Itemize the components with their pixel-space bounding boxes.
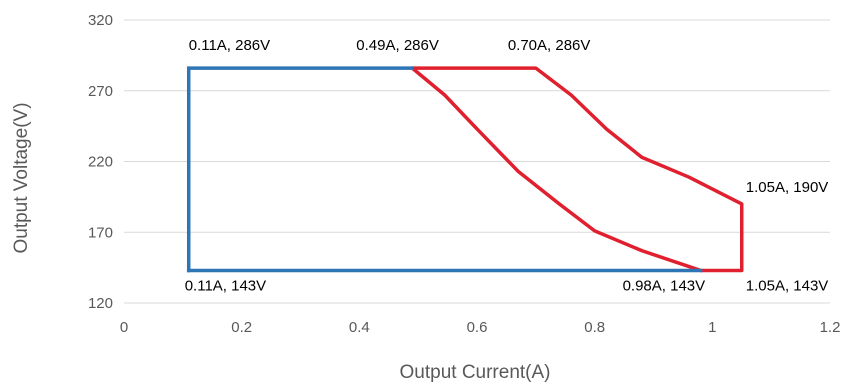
x-axis-label: Output Current(A) <box>400 362 551 383</box>
y-tick-label-3: 270 <box>88 83 113 100</box>
x-tick-label-5: 1 <box>708 319 716 336</box>
y-tick-label-4: 320 <box>88 12 113 29</box>
y-axis-ticks: 120 170 220 270 320 <box>88 12 113 312</box>
x-tick-label-2: 0.4 <box>349 319 370 336</box>
point-annotations: 0.11A, 286V 0.49A, 286V 0.70A, 286V 1.05A, … <box>185 37 829 294</box>
annotation-label-1: 0.49A, 286V <box>356 37 439 54</box>
x-tick-label-3: 0.6 <box>467 319 488 336</box>
annotation-label-3: 1.05A, 190V <box>746 179 829 196</box>
annotation-label-5: 0.98A, 143V <box>623 277 706 294</box>
series-blue-outline <box>186 66 415 273</box>
annotation-label-6: 1.05A, 143V <box>746 277 829 294</box>
gridlines <box>124 19 830 304</box>
series-red-outline <box>410 66 744 273</box>
x-tick-label-0: 0 <box>120 319 128 336</box>
annotation-label-2: 0.70A, 286V <box>508 37 591 54</box>
x-tick-label-6: 1.2 <box>820 319 841 336</box>
annotation-label-4: 0.11A, 143V <box>185 277 266 294</box>
y-tick-label-0: 120 <box>88 295 113 312</box>
annotation-label-0: 0.11A, 286V <box>189 37 270 54</box>
x-tick-label-1: 0.2 <box>231 319 252 336</box>
y-tick-label-1: 170 <box>88 224 113 241</box>
y-tick-label-2: 220 <box>88 154 113 171</box>
y-axis-label: Output Voltage(V) <box>11 102 32 253</box>
plot-series <box>186 66 744 273</box>
x-axis-ticks: 0 0.2 0.4 0.6 0.8 1 1.2 <box>120 319 841 336</box>
x-tick-label-4: 0.8 <box>584 319 605 336</box>
